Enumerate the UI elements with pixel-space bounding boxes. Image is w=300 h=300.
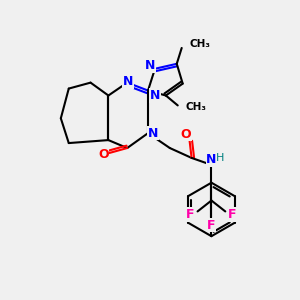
Text: CH₃: CH₃ [186,102,207,112]
Text: N: N [150,89,160,102]
Text: N: N [123,75,134,88]
Text: F: F [186,208,195,221]
Text: N: N [145,59,155,72]
Text: F: F [228,208,236,221]
Text: F: F [207,219,216,232]
Text: O: O [180,128,191,141]
Text: O: O [98,148,109,161]
Text: H: H [216,153,224,163]
Text: N: N [148,127,158,140]
Text: CH₃: CH₃ [190,39,211,49]
Text: N: N [206,153,217,167]
